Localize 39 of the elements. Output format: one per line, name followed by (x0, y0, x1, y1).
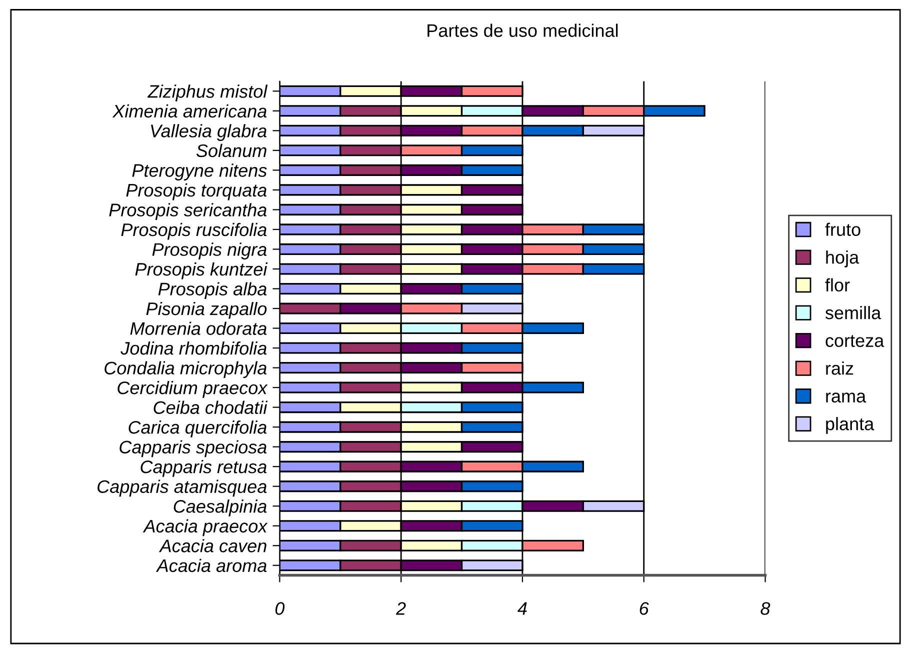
y-tick-label: Prosopis torquata (126, 183, 267, 200)
y-tick-label: Caesalpinia (174, 500, 267, 516)
y-tick-label: Capparis retusa (140, 460, 267, 477)
y-tick-label: Pisonia zapallo (146, 302, 267, 319)
y-tick-label: Capparis atamisquea (98, 480, 267, 497)
legend-label: hoja (826, 250, 860, 268)
x-tick-label: 2 (396, 602, 406, 615)
legend-label: flor (825, 278, 850, 292)
legend-label: semilla (825, 306, 882, 320)
y-tick-label: Morrenia odorata (130, 322, 267, 335)
y-tick-label: Acacia praecox (142, 519, 268, 536)
x-tick-label: 8 (760, 602, 770, 615)
y-tick-label: Solanum (196, 144, 266, 158)
legend-label: planta (826, 417, 874, 434)
x-tick-label: 4 (518, 602, 527, 615)
y-tick-label: Acacia aroma (156, 558, 267, 572)
legend-label: rama (826, 392, 866, 403)
legend-label: corteza (826, 335, 884, 348)
y-tick-label: Ceiba chodatii (154, 400, 268, 414)
y-tick-label: Prosopis kuntzei (135, 262, 268, 280)
y-tick-label: Vallesia glabra (150, 124, 267, 141)
x-tick-label: 6 (640, 602, 649, 615)
y-tick-label: Cercidium praecox (118, 380, 268, 398)
legend-label: fruto (825, 222, 860, 236)
y-tick-label: Prosopis nigra (152, 242, 267, 260)
x-tick-label: 0 (275, 602, 285, 615)
y-tick-label: Carica quercifolia (128, 420, 267, 438)
y-tick-label: Jodina rhombifolia (120, 341, 267, 355)
y-tick-label: Capparis speciosa (120, 440, 267, 458)
legend-label: raiz (826, 362, 854, 375)
y-tick-label: Pterogyne nitens (132, 164, 267, 180)
y-tick-label: Ziziphus mistol (147, 84, 268, 102)
y-tick-label: Ximenia americana (112, 104, 267, 118)
y-tick-label: Acacia caven (158, 539, 266, 552)
y-tick-label: Condalia microphyla (104, 361, 267, 378)
y-tick-label: Prosopis ruscifolia (121, 222, 267, 240)
chart-title: Partes de uso medicinal (428, 24, 618, 37)
y-tick-label: Prosopis sericantha (109, 203, 267, 220)
y-tick-label: Prosopis alba (158, 282, 267, 300)
